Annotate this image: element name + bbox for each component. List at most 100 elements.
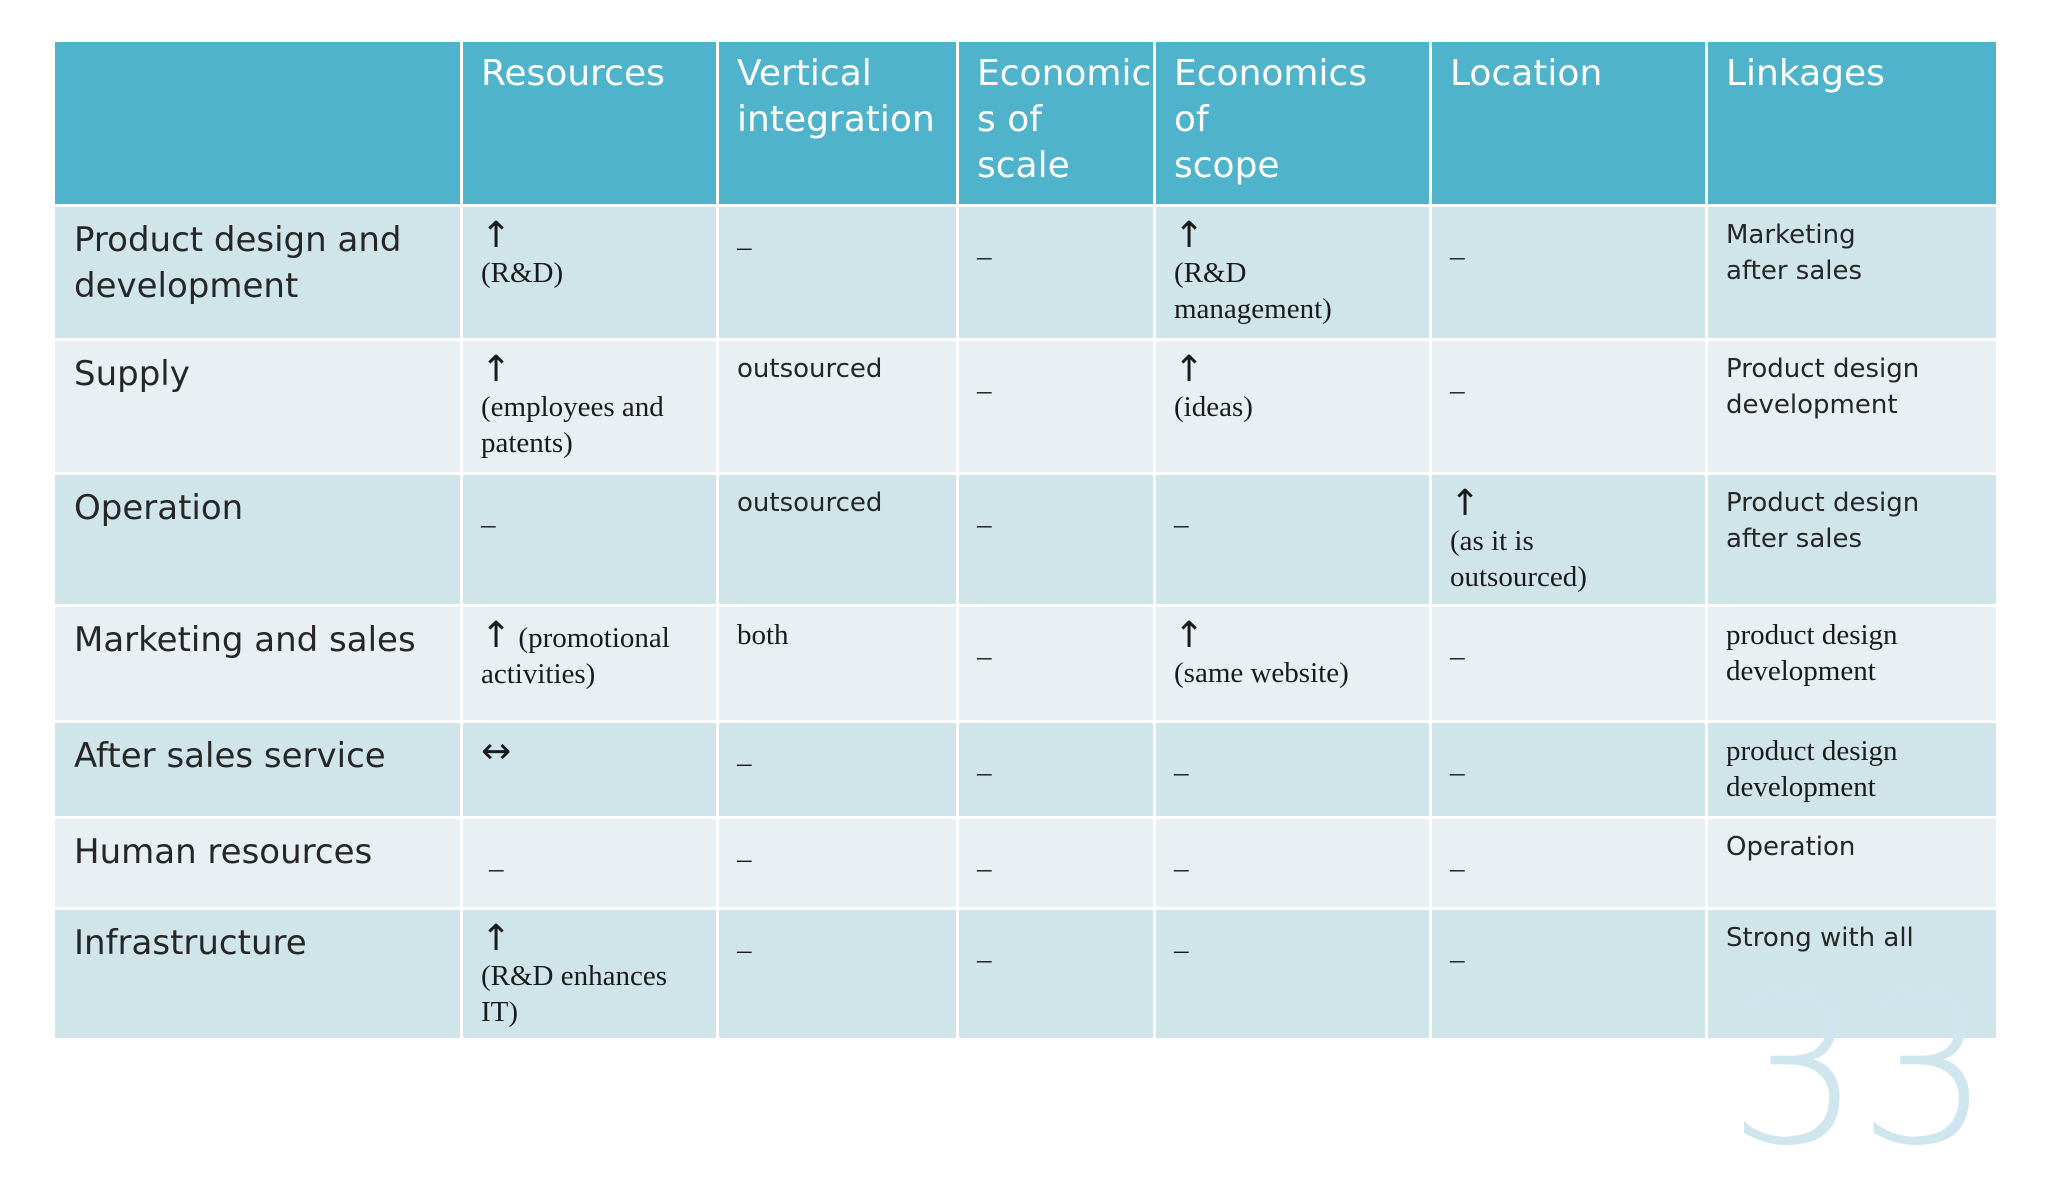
cell-text: _ — [1450, 934, 1465, 966]
cell-linkages: product design development — [1705, 604, 1999, 723]
table-row: Human resources _ – _ _ _ Operation — [52, 816, 1999, 910]
header-economics-of-scope: Economics of scope — [1153, 39, 1432, 207]
cell-linkages: product design development — [1705, 720, 1999, 819]
cell-text: _ — [977, 934, 992, 966]
cell-text: Strong with all — [1726, 923, 1914, 953]
row-label: Human resources — [52, 816, 463, 910]
row-label: Product design and development — [52, 204, 463, 341]
cell-economies-of-scale: _ — [956, 338, 1156, 475]
cell-location: _ — [1429, 720, 1708, 819]
header-resources: Resources — [460, 39, 719, 207]
cell-text: (R&D) — [481, 257, 564, 289]
header-vertical-integration: Vertical integration — [716, 39, 959, 207]
cell-vertical-integration: outsourced — [716, 338, 959, 475]
cell-economics-of-scope: ↑ (R&D management) — [1153, 204, 1432, 341]
table-row: Supply ↑ (employees and patents) outsour… — [52, 338, 1999, 475]
cell-text: Operation — [1726, 832, 1856, 862]
header-linkages: Linkages — [1705, 39, 1999, 207]
cell-text: (R&D management) — [1174, 257, 1332, 325]
left-right-arrow-icon: ↔ — [481, 731, 512, 772]
cell-resources: ↑ (employees and patents) — [460, 338, 719, 475]
cell-economics-of-scope: _ — [1153, 720, 1432, 819]
cell-text: _ — [1450, 231, 1465, 263]
up-arrow-icon: ↑ — [481, 215, 512, 256]
cell-linkages: Operation — [1705, 816, 1999, 910]
row-label: Infrastructure — [52, 907, 463, 1041]
cell-text: – — [737, 747, 752, 779]
cell-text: (employees and patents) — [481, 391, 664, 459]
cell-text: _ — [1450, 843, 1465, 875]
cell-vertical-integration: both — [716, 604, 959, 723]
cell-text: _ — [977, 631, 992, 663]
cell-text: – — [1174, 934, 1189, 966]
cell-text: outsourced — [737, 488, 883, 518]
cell-text: _ — [489, 843, 504, 875]
cell-economics-of-scope: _ — [1153, 472, 1432, 607]
up-arrow-icon: ↑ — [481, 918, 512, 959]
cell-text: (same website) — [1174, 657, 1349, 689]
cell-economics-of-scope: _ — [1153, 816, 1432, 910]
cell-text: – — [737, 843, 752, 875]
cell-text: _ — [1174, 843, 1189, 875]
row-label: Marketing and sales — [52, 604, 463, 723]
cell-economics-of-scope: ↑ (same website) — [1153, 604, 1432, 723]
cell-location: _ — [1429, 604, 1708, 723]
up-arrow-icon: ↑ — [1450, 483, 1481, 524]
cell-economics-of-scope: – — [1153, 907, 1432, 1041]
cell-location: _ — [1429, 907, 1708, 1041]
up-arrow-icon: ↑ — [1174, 215, 1205, 256]
slide: Resources Vertical integration Economic … — [52, 39, 1999, 1175]
cell-text: Marketing after sales — [1726, 220, 1863, 286]
table-row: Infrastructure ↑ (R&D enhances IT) – _ –… — [52, 907, 1999, 1041]
cell-text: outsourced — [737, 354, 883, 384]
cell-text: _ — [1174, 499, 1189, 531]
header-row: Resources Vertical integration Economic … — [52, 39, 1999, 207]
cell-text: product design development — [1726, 619, 1898, 687]
cell-vertical-integration: outsourced — [716, 472, 959, 607]
table-row: Operation _ outsourced _ _ ↑ (as it is o… — [52, 472, 1999, 607]
up-arrow-icon: ↑ — [1174, 349, 1205, 390]
cell-text: (as it is outsourced) — [1450, 525, 1587, 593]
cell-economics-of-scope: ↑ (ideas) — [1153, 338, 1432, 475]
cell-text: _ — [1174, 747, 1189, 779]
table-row: Product design and development ↑ (R&D) –… — [52, 204, 1999, 341]
cell-economies-of-scale: _ — [956, 604, 1156, 723]
cell-text: _ — [977, 747, 992, 779]
cell-resources: ↑ (R&D enhances IT) — [460, 907, 719, 1041]
cell-vertical-integration: – — [716, 204, 959, 341]
cell-text: – — [737, 231, 752, 263]
row-label: Operation — [52, 472, 463, 607]
cell-text: (promotional activities) — [481, 622, 670, 690]
up-arrow-icon: ↑ — [1174, 615, 1205, 656]
page-number: 33 — [1728, 947, 1991, 1192]
cell-economies-of-scale: _ — [956, 204, 1156, 341]
up-arrow-icon: ↑ — [481, 349, 512, 390]
header-economies-of-scale: Economic s of scale — [956, 39, 1156, 207]
cell-text: _ — [977, 365, 992, 397]
cell-text: _ — [1450, 631, 1465, 663]
cell-location: _ — [1429, 816, 1708, 910]
row-label: After sales service — [52, 720, 463, 819]
cell-linkages: Strong with all — [1705, 907, 1999, 1041]
cell-vertical-integration: – — [716, 907, 959, 1041]
header-location: Location — [1429, 39, 1708, 207]
cell-location: _ — [1429, 204, 1708, 341]
cell-resources: _ — [460, 472, 719, 607]
cell-linkages: Marketing after sales — [1705, 204, 1999, 341]
up-arrow-icon: ↑ — [481, 615, 512, 656]
cell-text: (R&D enhances IT) — [481, 960, 668, 1028]
cell-location: _ — [1429, 338, 1708, 475]
strategy-table: Resources Vertical integration Economic … — [52, 39, 1999, 1041]
cell-resources: _ — [460, 816, 719, 910]
cell-text: – — [737, 934, 752, 966]
cell-resources: ↔ — [460, 720, 719, 819]
table-row: Marketing and sales ↑ (promotional activ… — [52, 604, 1999, 723]
cell-text: (ideas) — [1174, 391, 1253, 423]
cell-resources: ↑ (R&D) — [460, 204, 719, 341]
cell-text: _ — [481, 499, 496, 531]
cell-economies-of-scale: _ — [956, 472, 1156, 607]
cell-text: _ — [977, 843, 992, 875]
cell-linkages: Product design development — [1705, 338, 1999, 475]
cell-text: _ — [1450, 747, 1465, 779]
cell-text: _ — [977, 499, 992, 531]
